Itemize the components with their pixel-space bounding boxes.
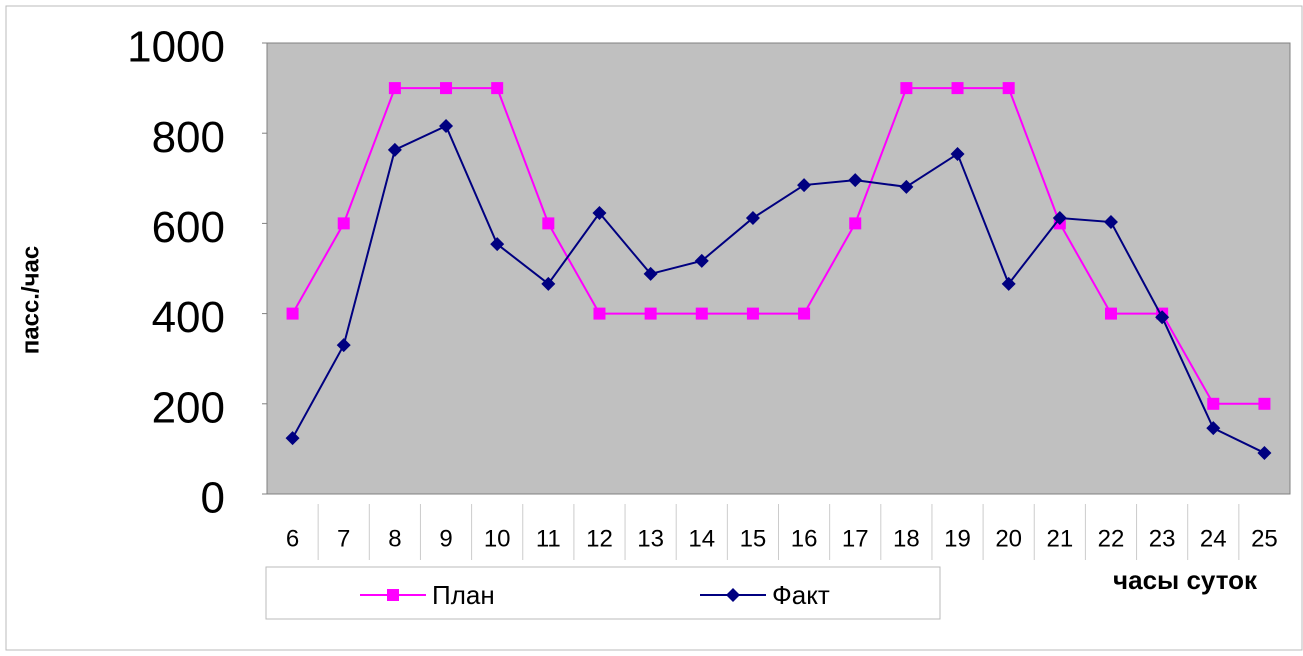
data-point [746,307,759,320]
x-tick-label: 11 [536,525,561,552]
data-point [336,338,351,353]
data-point [592,206,607,221]
x-tick-label: 25 [1251,525,1278,552]
x-tick-label: 10 [484,525,511,552]
data-point [951,82,964,95]
x-tick-label: 7 [337,525,350,552]
data-point [1001,276,1016,291]
legend-label: План [432,580,495,610]
x-tick-label: 23 [1149,525,1176,552]
data-point [491,82,504,95]
data-point [1207,397,1220,410]
data-point [388,82,401,95]
x-tick-label: 17 [842,525,869,552]
x-tick-label: 24 [1200,525,1227,552]
y-axis-label: пасс./час [17,246,44,355]
plot-area [266,42,1291,495]
data-point [745,210,760,225]
x-tick-label: 8 [388,525,401,552]
data-point [593,307,606,320]
y-tick-label: 400 [152,293,225,342]
data-point [337,217,350,230]
data-point [439,118,454,133]
data-point [694,253,709,268]
series-line [291,124,1265,454]
data-point [1104,307,1117,320]
data-point [797,178,812,193]
x-tick-label: 22 [1098,525,1125,552]
data-point [542,217,555,230]
data-point [1258,397,1271,410]
data-point [1206,421,1221,436]
data-point [900,82,913,95]
data-point [1052,210,1067,225]
x-tick-label: 12 [586,525,613,552]
data-point [490,237,505,252]
data-point [387,142,402,157]
data-point [848,173,863,188]
x-tick-label: 14 [688,525,715,552]
data-point [1103,215,1118,230]
y-tick-label: 0 [201,474,225,523]
x-tick-label: 6 [286,525,299,552]
x-axis-label: часы суток [1113,565,1258,595]
data-point [440,82,453,95]
data-point [798,307,811,320]
data-point [1155,310,1170,325]
data-point [1257,445,1272,460]
y-tick-label: 1000 [127,23,225,72]
data-point [695,307,708,320]
data-point [643,266,658,281]
data-point [541,276,556,291]
y-tick-label: 800 [152,113,225,162]
data-point [286,307,299,320]
x-tick-label: 13 [637,525,664,552]
x-tick-label: 9 [439,525,452,552]
legend-marker [726,588,740,602]
data-point [285,431,300,446]
x-tick-label: 20 [995,525,1022,552]
data-point [849,217,862,230]
series-line [291,87,1265,405]
x-tick-label: 15 [740,525,767,552]
data-point [1002,82,1015,95]
legend-marker [387,589,399,601]
legend [265,566,941,620]
y-tick-label: 200 [152,383,225,432]
x-tick-label: 18 [893,525,920,552]
x-tick-label: 19 [944,525,971,552]
data-point [644,307,657,320]
data-point [950,146,965,161]
x-tick-label: 21 [1046,525,1073,552]
y-tick-label: 600 [152,203,225,252]
data-point [899,179,914,194]
legend-label: Факт [772,580,830,610]
x-tick-label: 16 [791,525,818,552]
